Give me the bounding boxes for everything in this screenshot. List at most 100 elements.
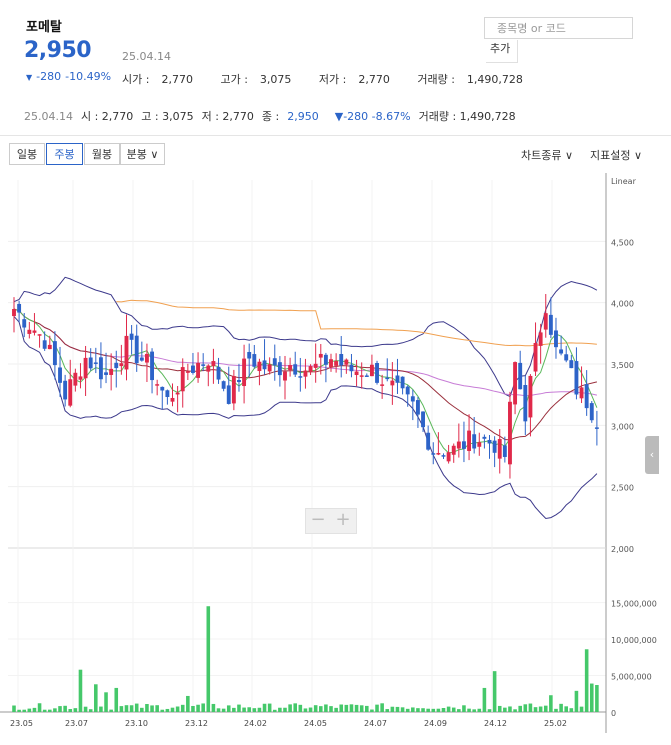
change-value: -280 bbox=[36, 70, 62, 83]
volume-bar bbox=[370, 709, 374, 712]
stock-search-input[interactable]: 종목명 or 코드 bbox=[484, 17, 633, 39]
volume-bar bbox=[37, 703, 42, 712]
volume-tick-label: 5,000,000 bbox=[611, 673, 652, 682]
price-tick-label: 4,500 bbox=[611, 238, 634, 247]
volume-bar bbox=[462, 705, 466, 712]
candle-body bbox=[523, 385, 528, 422]
candle-body bbox=[569, 360, 574, 369]
indicator-settings-dropdown[interactable]: 지표설정 ∨ bbox=[590, 149, 643, 162]
volume-bar bbox=[88, 709, 93, 712]
candle-body bbox=[497, 439, 502, 459]
candle-body bbox=[175, 392, 180, 395]
candle-body bbox=[247, 351, 252, 359]
volume-label: 거래량 : bbox=[417, 73, 455, 86]
candle-body bbox=[47, 344, 52, 350]
candle-body bbox=[32, 330, 37, 333]
candle-body bbox=[548, 314, 553, 335]
candle-body bbox=[185, 371, 190, 373]
candle-body bbox=[216, 366, 221, 380]
volume-bar bbox=[543, 705, 548, 712]
volume-bar bbox=[441, 708, 446, 712]
candle-body bbox=[487, 439, 492, 444]
price-tick-label: 3,000 bbox=[611, 422, 634, 431]
summary-high: 고 : 3,075 bbox=[141, 110, 194, 123]
volume-bar bbox=[584, 649, 589, 712]
candle-body bbox=[165, 390, 170, 398]
x-tick-label: 24.09 bbox=[424, 719, 447, 728]
zoom-control: − + bbox=[305, 508, 357, 534]
daily-tab[interactable]: 일봉 bbox=[9, 143, 45, 165]
volume-bar bbox=[318, 706, 323, 712]
volume-bar bbox=[109, 709, 113, 712]
volume-bar bbox=[528, 703, 533, 712]
candle-body bbox=[68, 379, 73, 406]
volume-bar bbox=[446, 706, 451, 712]
monthly-tab[interactable]: 월봉 bbox=[84, 143, 120, 165]
stock-chart[interactable]: 2,000 2,500 3,000 3,500 4,000 4,500 Linear 0 5,0… bbox=[0, 173, 671, 741]
volume-bar bbox=[431, 708, 436, 712]
side-panel-toggle[interactable]: ‹ bbox=[645, 436, 659, 474]
summary-volume: 거래량 : 1,490,728 bbox=[418, 110, 516, 123]
volume-bar bbox=[308, 707, 313, 712]
price-volume-chart[interactable]: 2,000 2,500 3,000 3,500 4,000 4,500 Linear 0 5,0… bbox=[0, 173, 671, 741]
candle-body bbox=[349, 364, 354, 372]
volume-bar bbox=[186, 695, 190, 712]
summary-open: 시 : 2,770 bbox=[80, 110, 134, 123]
chart-type-dropdown[interactable]: 차트종류 ∨ bbox=[521, 149, 574, 162]
volume-bar bbox=[226, 705, 231, 712]
x-tick-label: 24.05 bbox=[304, 719, 327, 728]
volume-bar bbox=[32, 707, 37, 712]
summary-close: 2,950 bbox=[287, 110, 319, 123]
add-button[interactable]: 추가 bbox=[486, 40, 518, 63]
candle-body bbox=[410, 396, 415, 402]
chart-toolbar: 일봉 주봉 월봉 분봉 ∨ 차트종류 ∨ 지표설정 ∨ bbox=[0, 140, 671, 170]
volume-bar bbox=[559, 703, 563, 712]
candle-body bbox=[584, 384, 589, 409]
candle-body bbox=[436, 453, 441, 455]
down-arrow-icon: ▼ bbox=[26, 73, 33, 82]
candle-body bbox=[344, 359, 349, 365]
x-tick-label: 23.07 bbox=[65, 719, 88, 728]
ohlc-summary: 시가 : 2,770 고가 : 3,075 저가 : 2,770 거래량 : 1,490… bbox=[122, 71, 547, 87]
candle-body bbox=[375, 363, 379, 383]
candle-body bbox=[313, 363, 318, 368]
volume-bar bbox=[160, 709, 165, 712]
volume-bar bbox=[451, 707, 456, 712]
candle-body bbox=[242, 358, 247, 387]
volume-bar bbox=[482, 687, 487, 712]
volume-bar bbox=[400, 707, 405, 712]
zoom-out-button[interactable]: − bbox=[310, 509, 326, 530]
volume-bar bbox=[390, 706, 395, 712]
volume-bar bbox=[42, 709, 47, 712]
zoom-in-button[interactable]: + bbox=[335, 509, 351, 530]
x-tick-label: 24.12 bbox=[484, 719, 507, 728]
candle-body bbox=[58, 367, 62, 383]
volume-bar bbox=[405, 708, 410, 712]
candle-body bbox=[528, 375, 533, 418]
candle-body bbox=[42, 340, 47, 349]
x-tick-label: 24.02 bbox=[244, 719, 267, 728]
volume-bar bbox=[191, 705, 195, 712]
candle-body bbox=[252, 354, 257, 367]
volume-bar bbox=[175, 706, 180, 712]
price-tick-label: 4,000 bbox=[611, 300, 634, 309]
candle-body bbox=[359, 375, 364, 377]
ma120-line bbox=[116, 299, 597, 347]
volume-bar bbox=[411, 707, 415, 712]
minute-dropdown[interactable]: 분봉 ∨ bbox=[120, 143, 165, 165]
weekly-tab[interactable]: 주봉 bbox=[46, 143, 83, 165]
volume-bar bbox=[104, 692, 108, 712]
volume-bar bbox=[99, 706, 103, 712]
volume-bar bbox=[554, 708, 558, 712]
volume-bar bbox=[503, 707, 507, 712]
volume-bar bbox=[63, 705, 67, 712]
volume-bar bbox=[53, 708, 57, 712]
volume-bar bbox=[114, 687, 119, 712]
volume-bar bbox=[421, 708, 425, 712]
volume-bar bbox=[329, 706, 333, 712]
candle-body bbox=[63, 380, 68, 400]
volume-bar bbox=[595, 685, 599, 712]
volume-bar bbox=[48, 709, 52, 712]
candle-body bbox=[329, 359, 333, 368]
candle-body bbox=[160, 386, 165, 391]
